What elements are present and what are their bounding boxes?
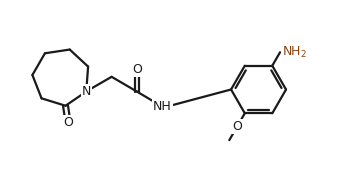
Text: O: O	[132, 63, 142, 76]
Text: O: O	[63, 116, 73, 129]
Text: NH$_2$: NH$_2$	[282, 45, 307, 60]
Text: O: O	[232, 120, 242, 133]
Text: NH: NH	[153, 100, 172, 113]
Text: N: N	[82, 85, 91, 98]
